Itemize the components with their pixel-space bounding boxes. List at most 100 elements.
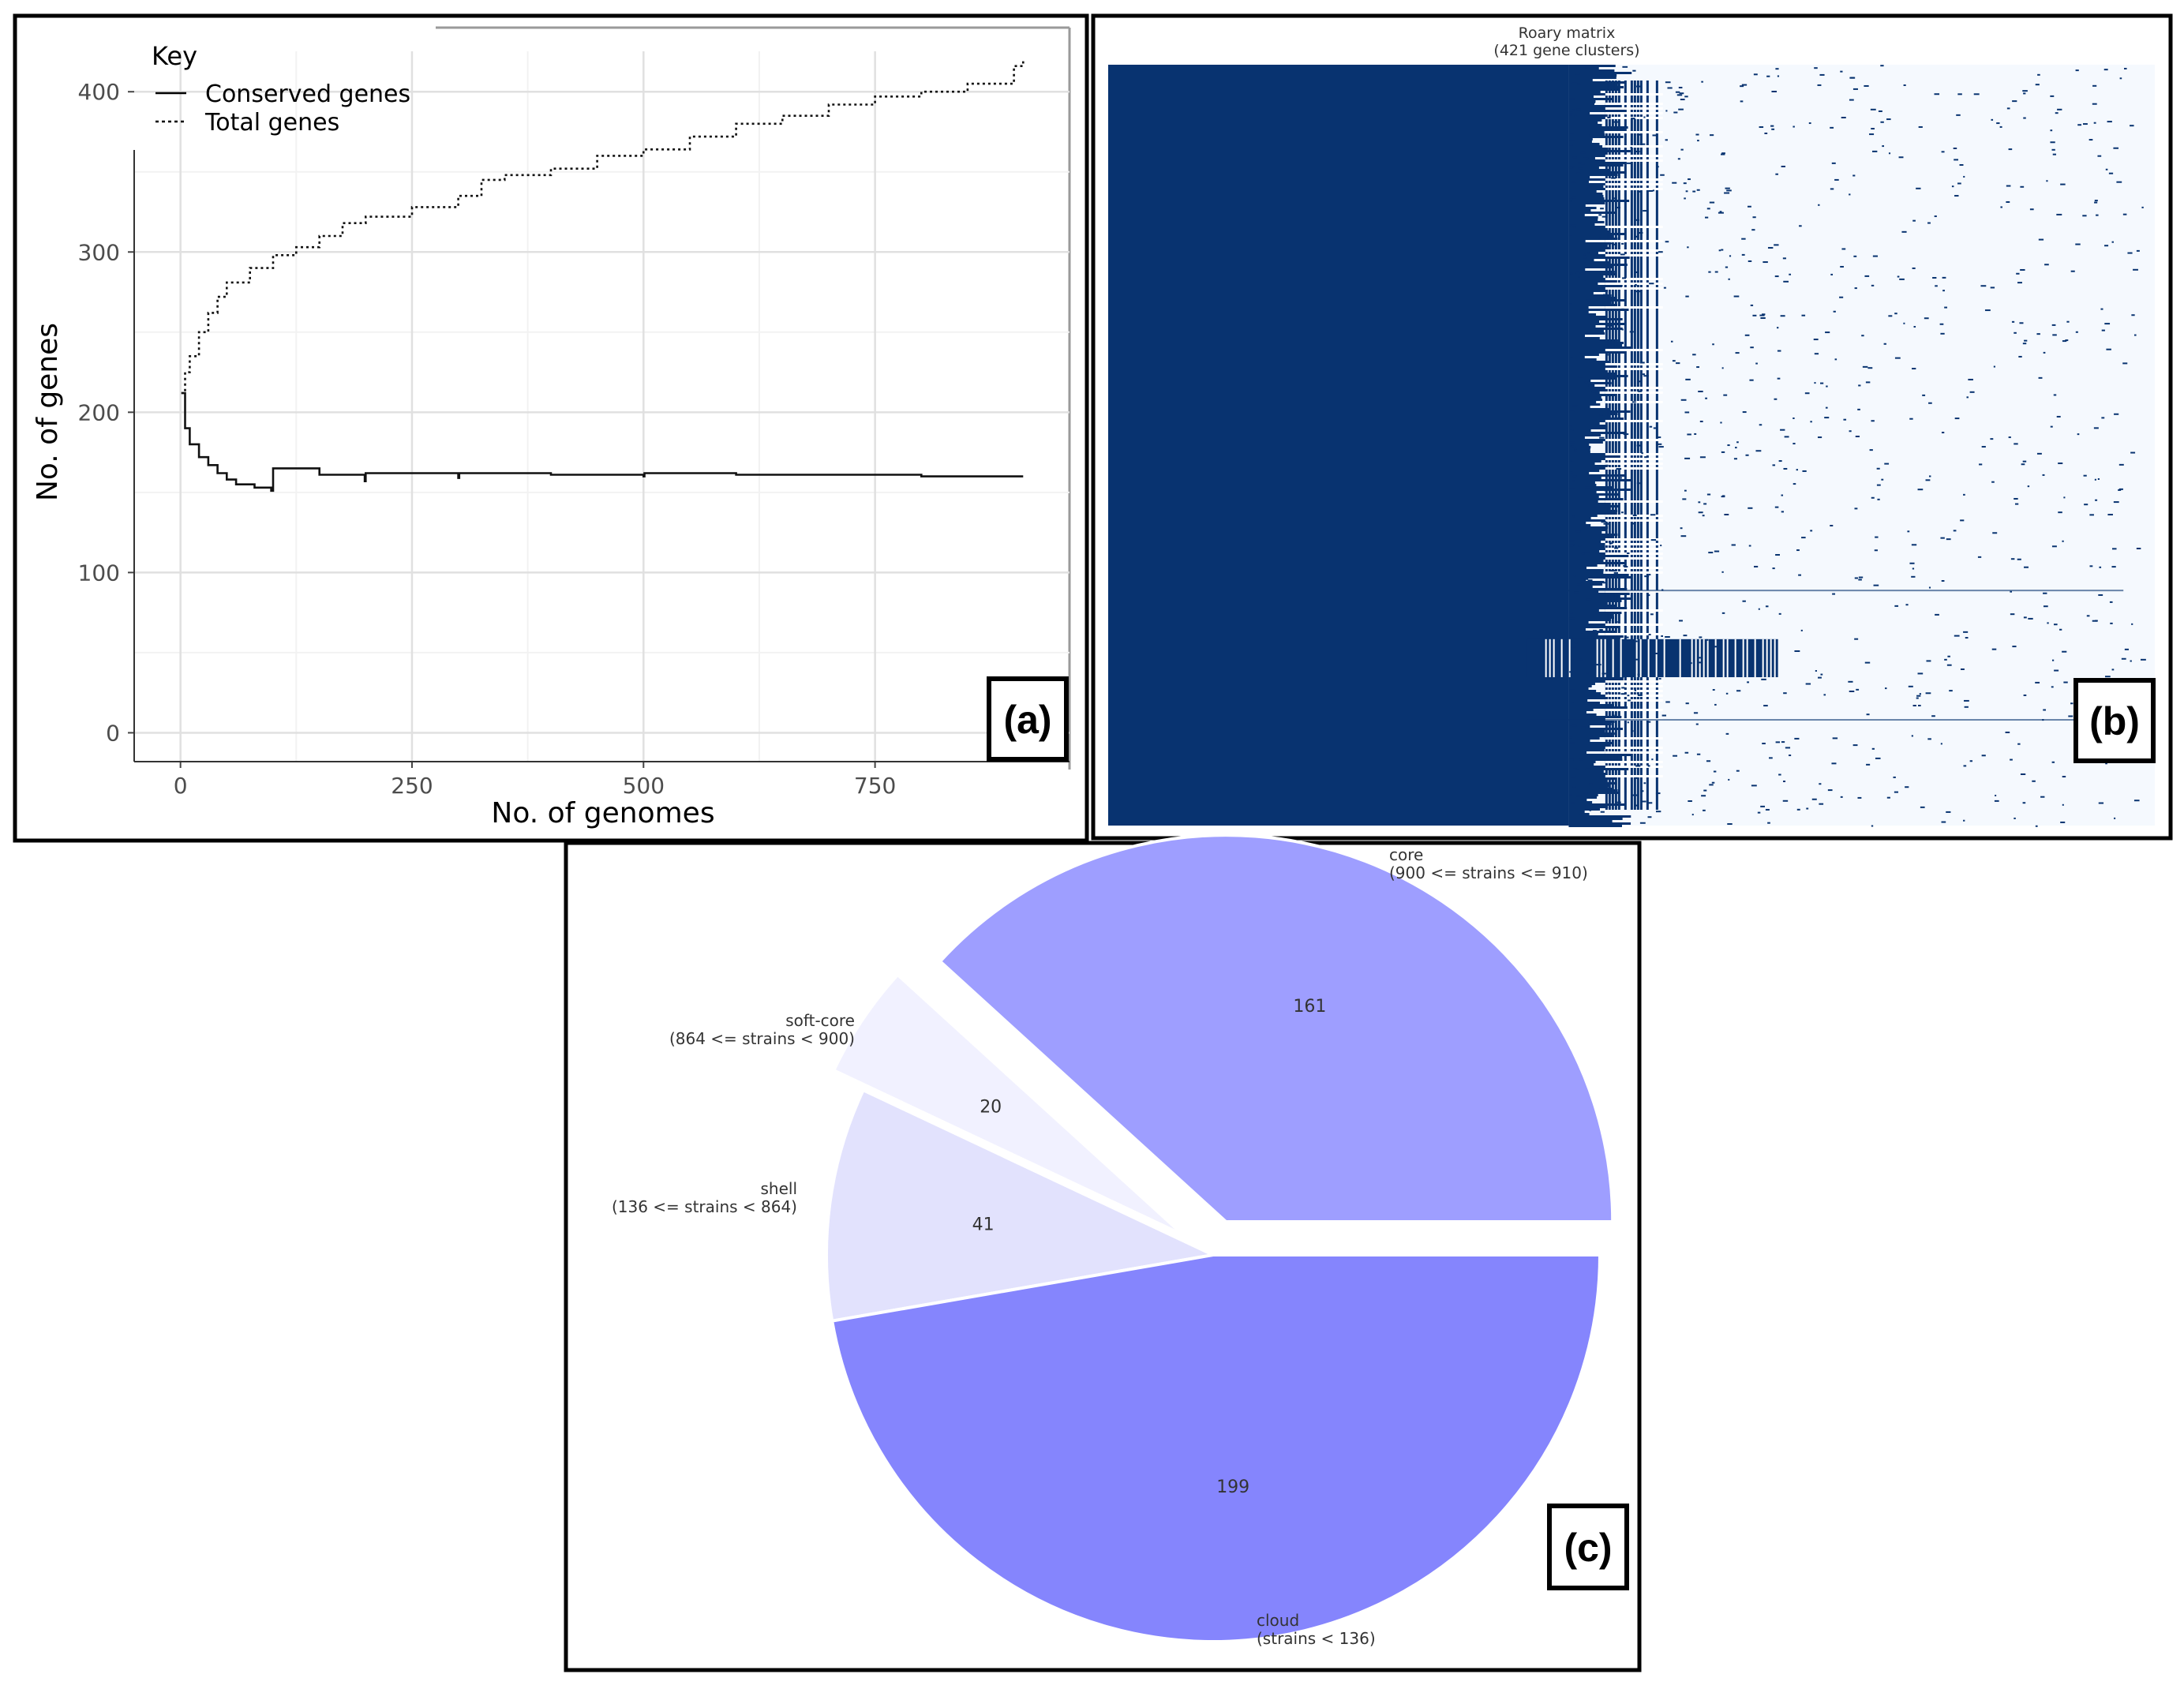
matrix-cell [1912, 705, 1916, 707]
matrix-cell [1578, 758, 1583, 761]
matrix-cell [1581, 581, 1584, 583]
matrix-cell [1568, 683, 1595, 685]
matrix-cell [1568, 299, 1626, 301]
matrix-cell [1733, 458, 1737, 460]
matrix-cell [1568, 145, 1603, 148]
matrix-cell [1572, 701, 1574, 703]
matrix-cell [1931, 715, 1935, 717]
matrix-cell [1751, 229, 1755, 231]
matrix-cell [1656, 443, 1662, 445]
matrix-cell [1568, 110, 1625, 112]
matrix-cell [1568, 391, 1600, 394]
matrix-cell [1825, 331, 1830, 334]
matrix-cell [1696, 366, 1699, 369]
matrix-cell [1643, 375, 1649, 377]
matrix-cell [1703, 789, 1707, 792]
matrix-cell [1568, 813, 1590, 815]
matrix-cell [1568, 571, 1604, 574]
matrix-cell [1568, 588, 1628, 590]
matrix-cell [1568, 522, 1586, 524]
matrix-cell [1651, 656, 1654, 658]
matrix-cell [1568, 234, 1573, 236]
matrix-cell [1568, 344, 1623, 346]
matrix-cell [1568, 460, 1601, 463]
matrix-cell [1568, 77, 1616, 79]
matrix-cell [1568, 789, 1618, 792]
matrix-cell [1751, 785, 1757, 787]
matrix-cell [1897, 275, 1900, 278]
matrix-gap [1691, 639, 1693, 678]
matrix-cell [1568, 763, 1594, 766]
matrix-gap [1605, 680, 1663, 683]
matrix-cell [2110, 622, 2113, 624]
matrix-cell [2056, 415, 2061, 418]
matrix-cell [1572, 109, 1575, 111]
matrix-cell [1649, 283, 1654, 285]
pie-slice-cloud [830, 1253, 1602, 1643]
matrix-cell [1586, 299, 1591, 301]
matrix-cell [1568, 190, 1597, 193]
matrix-cell [1898, 156, 1904, 159]
matrix-cell [1568, 488, 1575, 490]
matrix-cell [2092, 103, 2097, 105]
matrix-cell [1568, 167, 1599, 169]
matrix-cell [1858, 576, 1864, 579]
matrix-gap [1647, 639, 1650, 678]
matrix-gap [1605, 685, 1663, 687]
matrix-cell [1568, 124, 1602, 126]
matrix-cell [2111, 566, 2116, 568]
matrix-cell [1573, 575, 1576, 577]
matrix-gap [1605, 737, 1663, 740]
matrix-cell [2121, 657, 2126, 660]
panel-a-border [13, 13, 1089, 843]
matrix-cell [1685, 295, 1689, 298]
matrix-cell [1568, 515, 1598, 517]
matrix-cell [1568, 228, 1608, 230]
matrix-gap [1605, 112, 1663, 114]
matrix-cell [1750, 346, 1754, 349]
matrix-cell [2114, 817, 2116, 819]
matrix-gap [1605, 155, 1663, 157]
matrix-cell [1780, 315, 1785, 317]
matrix-cell [1703, 503, 1707, 505]
matrix-cell [1778, 773, 1781, 776]
matrix-cell [1568, 619, 1612, 621]
matrix-cell [1568, 264, 1628, 266]
matrix-cell [1665, 636, 1670, 639]
matrix-gap [1549, 639, 1551, 678]
matrix-cell [1603, 582, 1607, 584]
matrix-cell [1568, 758, 1623, 761]
matrix-cell [1761, 678, 1766, 680]
matrix-cell [1581, 631, 1583, 634]
matrix-cell [1819, 803, 1824, 805]
matrix-cell [1841, 116, 1846, 118]
matrix-cell [1927, 738, 1931, 740]
matrix-cell [1893, 776, 1896, 778]
matrix-cell [1777, 75, 1780, 77]
matrix-cell [1635, 219, 1640, 221]
matrix-cell [1794, 737, 1800, 740]
matrix-cell [1702, 515, 1705, 517]
matrix-cell [1568, 690, 1597, 692]
matrix-cell [1781, 494, 1784, 496]
matrix-cell [1593, 703, 1598, 706]
core-gene-block [1108, 65, 1569, 826]
panel-c-tag-label: (c) [1564, 1526, 1612, 1570]
matrix-cell [1568, 273, 1616, 275]
matrix-cell [1759, 424, 1763, 426]
matrix-cell [2050, 425, 2053, 428]
matrix-cell [1575, 530, 1581, 533]
matrix-gap [1742, 639, 1744, 678]
matrix-cell [1705, 216, 1709, 219]
matrix-cell [1692, 354, 1696, 356]
matrix-cell [1568, 358, 1597, 361]
matrix-cell [1916, 187, 1921, 189]
matrix-cell [2075, 331, 2078, 333]
matrix-cell [1849, 690, 1855, 692]
matrix-cell [1783, 280, 1789, 283]
matrix-gap [1605, 624, 1663, 626]
matrix-cell [1661, 635, 1663, 637]
matrix-gap [1545, 639, 1547, 678]
matrix-cell [2044, 264, 2049, 266]
matrix-cell [1568, 773, 1607, 775]
